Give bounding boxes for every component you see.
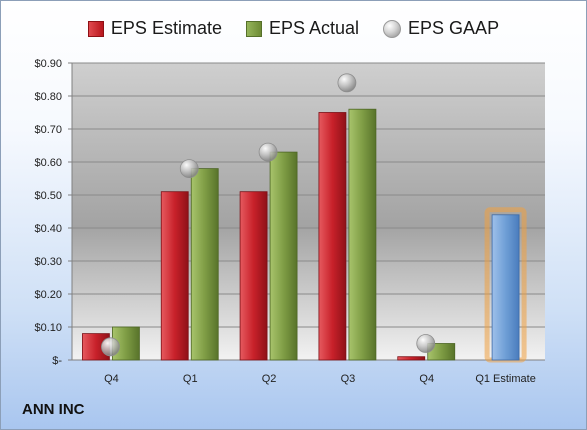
x-tick-label: Q1 Estimate [475,373,536,385]
x-tick-label: Q1 [183,373,198,385]
bar-eps-estimate [397,356,426,361]
y-tick-label: $0.50 [34,190,62,202]
legend-swatch-gaap [383,19,402,38]
gaap-markers [101,73,436,357]
y-tick-label: $0.80 [34,91,62,103]
plot-area [72,63,545,360]
x-tick-label: Q3 [341,373,356,385]
marker-eps-gaap [179,159,199,179]
bar-eps-actual [190,168,219,361]
y-tick-label: $0.70 [34,124,62,136]
y-tick-label: $0.90 [34,58,62,70]
bars [82,108,527,363]
y-tick-label: $- [52,355,62,367]
y-axis: $- $0.10 $0.20 $0.30 $0.40 $0.50 $0.60 $0.70 $0.… [34,58,73,367]
gridlines [72,62,545,361]
y-tick-label: $0.20 [34,289,62,301]
bar-eps-actual [348,108,377,361]
bar-eps-estimate [239,191,268,361]
y-tick-label: $0.40 [34,223,62,235]
legend-item-estimate: EPS Estimate [87,18,222,39]
y-tick-label: $0.60 [34,157,62,169]
y-tick-label: $0.10 [34,322,62,334]
x-tick-label: Q2 [262,373,277,385]
x-tick-label: Q4 [104,373,119,385]
marker-eps-gaap [416,334,436,353]
legend-item-actual: EPS Actual [245,18,360,39]
bar-q1-estimate [491,214,520,361]
marker-eps-gaap [337,73,357,93]
legend-label-estimate: EPS Estimate [110,18,222,38]
x-tick-label: Q4 [419,373,434,385]
x-axis: Q4 Q1 Q2 Q3 Q4 Q1 Estimate [104,373,536,385]
legend-swatch-actual [245,20,262,37]
company-name: ANN INC [22,401,85,418]
legend: EPS Estimate EPS Actual EPS GAAP [1,18,586,39]
bar-eps-estimate [160,191,189,361]
legend-label-gaap: EPS GAAP [408,18,500,38]
legend-swatch-estimate [87,20,104,37]
legend-label-actual: EPS Actual [268,18,360,38]
legend-item-gaap: EPS GAAP [383,18,499,39]
y-tick-label: $0.30 [34,256,62,268]
bar-eps-estimate [318,112,347,361]
marker-eps-gaap [101,337,120,357]
bar-eps-actual [269,151,298,361]
marker-eps-gaap [258,142,278,162]
